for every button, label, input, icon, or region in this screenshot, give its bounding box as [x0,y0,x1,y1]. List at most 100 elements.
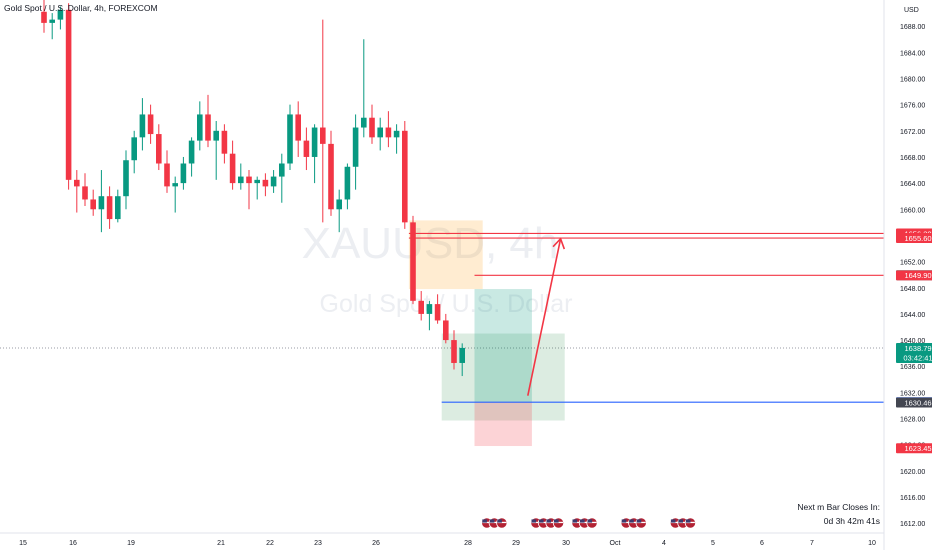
candle-body [434,304,441,321]
badge-background [896,233,932,244]
time-tick-label: 26 [372,540,380,547]
price-tick-label: 1684.00 [900,50,925,57]
candle-body [352,127,359,167]
flag-canton [497,519,502,523]
currency-label: USD [904,7,919,14]
us-flag-icon[interactable] [496,517,508,529]
candle-body [246,176,252,184]
candle-body [221,130,228,154]
us-flag-icon[interactable] [635,517,647,529]
candle-down [402,120,408,229]
badge-background [896,342,932,363]
candle-down [205,94,211,148]
candle-down [443,313,449,344]
candle-body [320,127,326,144]
flag-canton [546,519,552,523]
long-target-zone [474,289,532,403]
badge-background [896,397,932,408]
time-tick-label: 22 [266,540,274,547]
badge-value: 1649.90 [904,271,931,280]
price-axis-badges: 1656.301655.601649.921649.901638.7903:42… [896,228,932,454]
candle-up [361,39,367,138]
candle-body [164,163,170,187]
candle-up [123,150,129,210]
candle-up [426,300,433,331]
candle-body [270,176,277,187]
time-tick-label: 5 [711,540,715,547]
candle-down [328,130,334,216]
candle-up [238,163,244,190]
candle-body [459,347,465,363]
candle-up [270,170,277,193]
candle-body [426,304,433,314]
candle-body [262,179,269,187]
price-tick-label: 1648.00 [900,286,925,293]
price-badge-1630-46: 1630.46 [896,397,932,408]
candle-down [320,19,326,223]
us-flag-icon[interactable] [684,517,697,529]
candle-body [213,130,219,141]
price-tick-label: 1628.00 [900,417,925,424]
badge-value: 1655.60 [904,234,931,243]
candle-body [402,130,408,223]
flag-canton [572,519,578,523]
candle-body [336,199,342,210]
candle-down [418,291,424,321]
candle-body [65,9,72,180]
candle-body [229,153,236,184]
candle-body [254,179,260,184]
badge-value: 1623.45 [904,444,931,453]
us-flag-icon[interactable] [552,517,565,529]
flag-canton [636,519,642,523]
price-tick-label: 1676.00 [900,103,925,110]
candle-body [205,114,211,141]
time-tick-label: 6 [760,540,764,547]
candle-up [352,114,359,190]
economic-events[interactable] [481,517,697,529]
time-tick-label: Oct [610,540,621,547]
candle-body [90,199,96,210]
price-tick-label: 1612.00 [900,521,925,528]
candle-body [139,114,146,138]
candle-down [229,140,236,190]
candle-down [164,150,170,193]
candle-up [115,189,121,223]
flag-canton [580,519,585,523]
candle-down [295,101,301,157]
candle-up [98,170,105,233]
candle-body [295,114,301,141]
arrow-head [552,237,566,250]
price-badge-1623-45: 1623.45 [896,443,932,454]
price-tick-label: 1652.00 [900,260,925,267]
time-tick-label: 7 [810,540,814,547]
flag-canton [670,519,676,523]
badge-value: 1630.46 [904,398,931,407]
candle-body [361,117,367,128]
candle-down [385,111,392,148]
candle-up [459,343,465,377]
symbol-title[interactable]: Gold Spot / U.S. Dollar, 4h, FOREXCOM [4,3,158,13]
flag-canton [539,519,544,523]
candle-down [82,173,88,207]
candle-up [344,163,351,210]
watermark: XAUUSD, 4h Gold Spot / U.S. Dollar [302,219,573,318]
flag-canton [587,519,593,523]
stop-loss-zone [408,220,483,290]
next-bar-countdown: 0d 3h 42m 41s [823,516,880,526]
projection-arrow [527,237,566,396]
candle-up [49,13,55,40]
candle-down [156,124,162,171]
candle-body [303,140,310,157]
candle-down [246,170,252,210]
candle-body [369,117,375,138]
time-tick-label: 10 [868,540,876,547]
candle-up [287,104,293,171]
candle-body [311,127,318,157]
badge-background [896,443,932,454]
time-axis[interactable]: 15 16 19 21 22 23 26 28 29 30 Oct 4 5 6 7 10 [0,532,884,547]
us-flag-icon[interactable] [586,517,598,529]
candle-up [393,124,400,154]
candle-down [90,189,96,216]
